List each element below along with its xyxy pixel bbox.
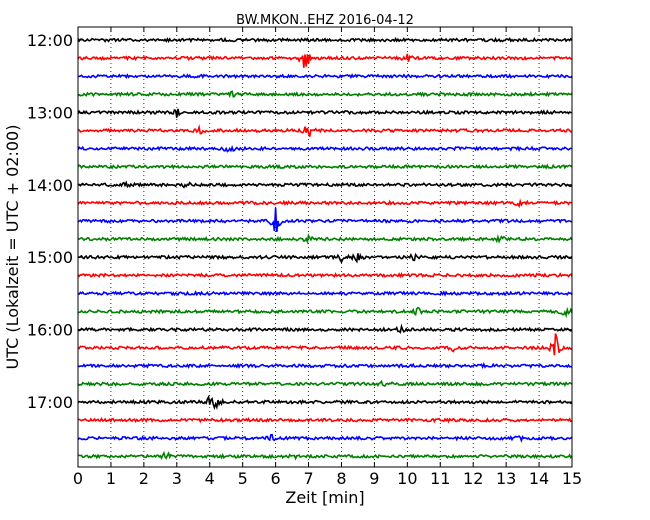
y-axis-label: UTC (Lokalzeit = UTC + 02:00): [3, 125, 22, 370]
x-tick-label-3: 3: [172, 469, 182, 488]
trace-row-1745: [77, 450, 573, 461]
chart-title: BW.MKON..EHZ 2016-04-12: [236, 13, 414, 28]
trace-row-1515: [77, 271, 573, 279]
trace-row-1715: [77, 417, 573, 424]
x-tick-label-15: 15: [562, 469, 582, 488]
trace-row-1615: [77, 333, 573, 356]
x-tick-label-5: 5: [238, 469, 248, 488]
y-axis-ticks: 12:00 13:00 14:00 15:00 16:00 17:00: [27, 31, 572, 412]
trace-row-1215: [77, 53, 573, 68]
x-tick-label-0: 0: [73, 469, 83, 488]
x-tick-label-11: 11: [430, 469, 450, 488]
trace-row-1200: [77, 36, 573, 44]
x-axis-ticks: 0 1 2 3 4 5 6 7 8 9 10 11 12 13 14 15: [73, 27, 582, 488]
trace-row-1300: [77, 108, 573, 118]
x-tick-label-6: 6: [271, 469, 281, 488]
trace-row-1545: [77, 306, 573, 319]
trace-row-1700: [77, 394, 573, 411]
y-tick-label-1300: 13:00: [27, 103, 73, 122]
x-tick-label-9: 9: [369, 469, 379, 488]
x-tick-label-12: 12: [463, 469, 483, 488]
x-tick-label-2: 2: [139, 469, 149, 488]
trace-row-1345: [77, 163, 573, 170]
x-tick-label-10: 10: [397, 469, 417, 488]
x-tick-label-14: 14: [529, 469, 549, 488]
x-tick-label-4: 4: [205, 469, 215, 488]
trace-row-1500: [77, 252, 573, 264]
trace-row-1430: [77, 207, 573, 232]
trace-row-1600: [77, 323, 573, 334]
x-tick-label-1: 1: [106, 469, 116, 488]
y-tick-label-1400: 14:00: [27, 176, 73, 195]
trace-row-1315: [77, 124, 573, 137]
trace-row-1530: [77, 290, 573, 297]
trace-row-1630: [77, 361, 573, 369]
trace-row-1415: [77, 198, 572, 209]
trace-row-1330: [77, 145, 573, 153]
y-tick-label-1200: 12:00: [27, 31, 73, 50]
trace-row-1445: [77, 233, 573, 245]
x-tick-label-7: 7: [303, 469, 313, 488]
plot-frame: [77, 26, 573, 468]
y-tick-label-1600: 16:00: [27, 321, 73, 340]
trace-row-1230: [78, 73, 573, 80]
trace-row-1730: [77, 433, 573, 443]
y-tick-label-1700: 17:00: [27, 393, 73, 412]
trace-row-1645: [77, 379, 573, 388]
trace-group: [77, 36, 573, 461]
y-tick-label-1500: 15:00: [27, 248, 73, 267]
trace-row-1400: [77, 180, 573, 189]
x-tick-label-13: 13: [496, 469, 516, 488]
vertical-grid: [110, 27, 540, 467]
x-axis-label: Zeit [min]: [285, 488, 364, 507]
trace-row-1245: [77, 90, 573, 99]
x-tick-label-8: 8: [336, 469, 346, 488]
